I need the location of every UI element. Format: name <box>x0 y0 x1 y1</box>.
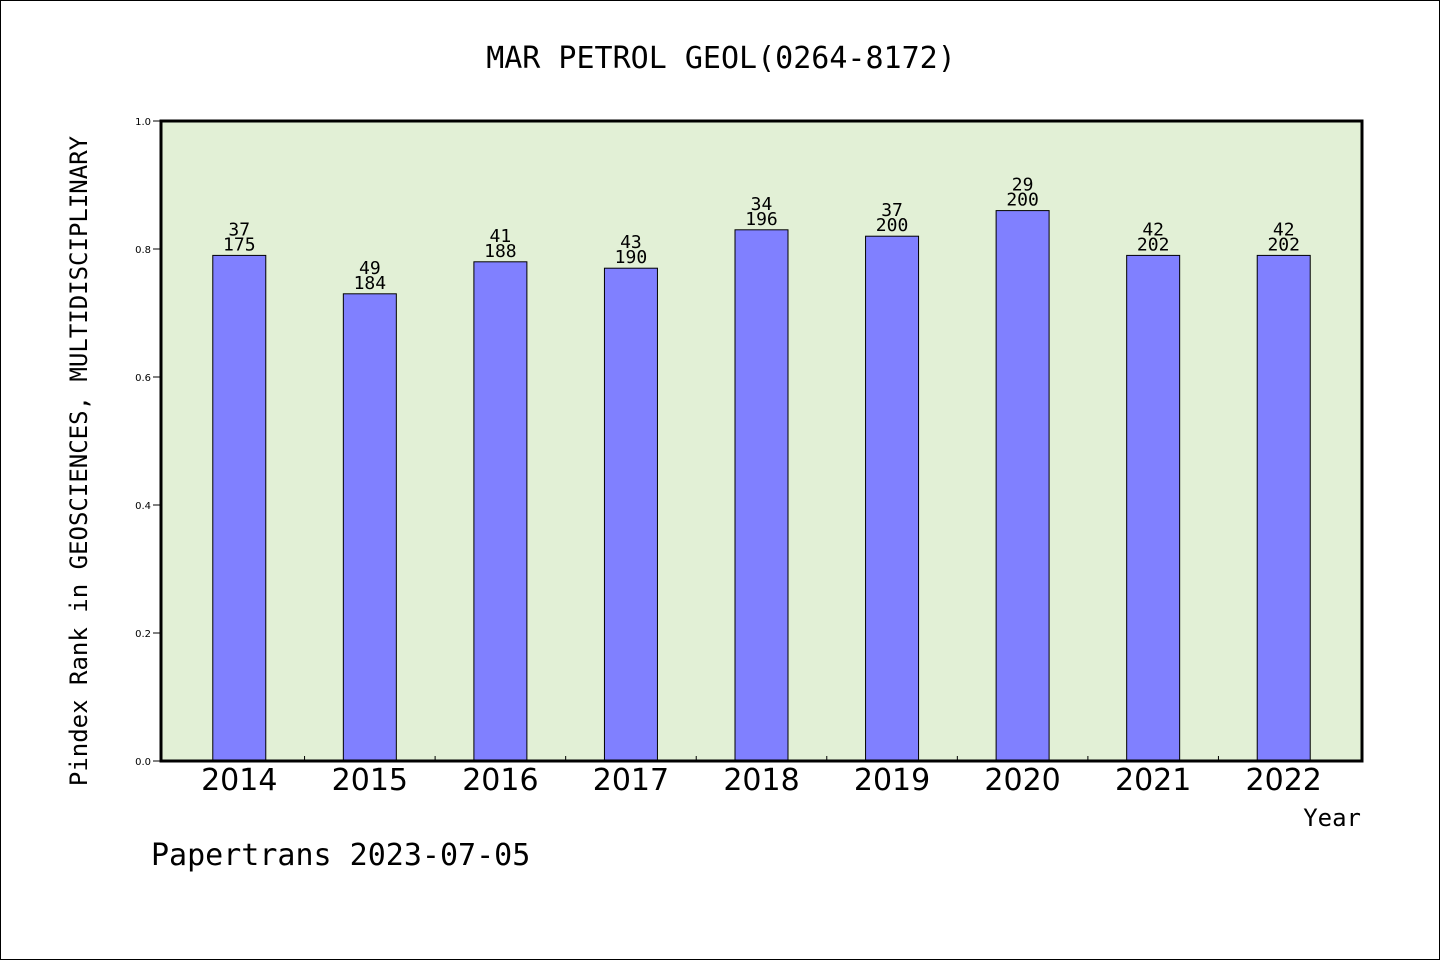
y-axis-ticks: 0.0 0.2 0.4 0.6 0.8 1.0 <box>135 117 161 768</box>
x-tick-label: 2016 <box>462 763 538 798</box>
x-tick-label: 2015 <box>332 763 408 798</box>
bar-2021 <box>1126 254 1181 762</box>
bars-group <box>212 210 1311 762</box>
y-tick-label: 1.0 <box>135 117 151 128</box>
y-tick-label: 0.2 <box>135 629 151 640</box>
bar-total-label: 175 <box>223 234 256 255</box>
bar-total-label: 188 <box>484 241 517 262</box>
bar-total-label: 184 <box>354 273 387 294</box>
chart-title: MAR PETROL GEOL(0264-8172) <box>486 41 956 76</box>
bar-2016 <box>473 261 528 762</box>
y-tick-label: 0.6 <box>135 373 151 384</box>
bar-2018 <box>734 229 789 762</box>
y-tick-label: 0.8 <box>135 245 151 256</box>
bar-rank-label: 42 <box>1273 219 1295 240</box>
bar-2014 <box>212 254 267 762</box>
x-tick-label: 2021 <box>1115 763 1191 798</box>
y-tick-label: 0.4 <box>135 501 151 512</box>
bar-2020 <box>995 210 1050 762</box>
plot-border <box>159 119 1364 763</box>
bar-rank-label: 41 <box>490 226 512 247</box>
bar-rank-label: 43 <box>620 232 642 253</box>
x-tick-label: 2014 <box>201 763 277 798</box>
x-axis-ticks: 2014 2015 2016 2017 2018 2019 2020 2021 2022 <box>201 756 1322 798</box>
bar-rank-label: 49 <box>359 258 381 279</box>
bar-total-label: 196 <box>745 209 778 230</box>
bar-total-label: 200 <box>876 215 909 236</box>
x-axis-label: Year <box>1303 804 1361 832</box>
bar-total-label: 202 <box>1267 234 1300 255</box>
bar-rank-label: 37 <box>881 200 903 221</box>
bar-total-label: 200 <box>1006 190 1039 211</box>
bar-total-label: 190 <box>615 247 648 268</box>
x-tick-label: 2018 <box>723 763 799 798</box>
bar-2022 <box>1256 254 1311 762</box>
x-tick-label: 2017 <box>593 763 669 798</box>
x-tick-label: 2022 <box>1246 763 1322 798</box>
bar-rank-label: 29 <box>1012 175 1034 196</box>
bar-rank-label: 42 <box>1142 219 1164 240</box>
x-tick-label: 2019 <box>854 763 930 798</box>
footer-credit: Papertrans 2023-07-05 <box>151 838 530 873</box>
bar-rank-label: 34 <box>751 194 773 215</box>
x-tick-label: 2020 <box>984 763 1060 798</box>
bar-2015 <box>342 293 397 762</box>
bar-2019 <box>865 235 920 762</box>
bar-total-label: 202 <box>1137 234 1170 255</box>
y-axis-label: Pindex Rank in GEOSCIENCES, MULTIDISCIPL… <box>65 135 93 786</box>
bar-rank-label: 37 <box>228 219 250 240</box>
bar-2017 <box>603 267 658 762</box>
y-tick-label: 0.0 <box>135 757 151 768</box>
